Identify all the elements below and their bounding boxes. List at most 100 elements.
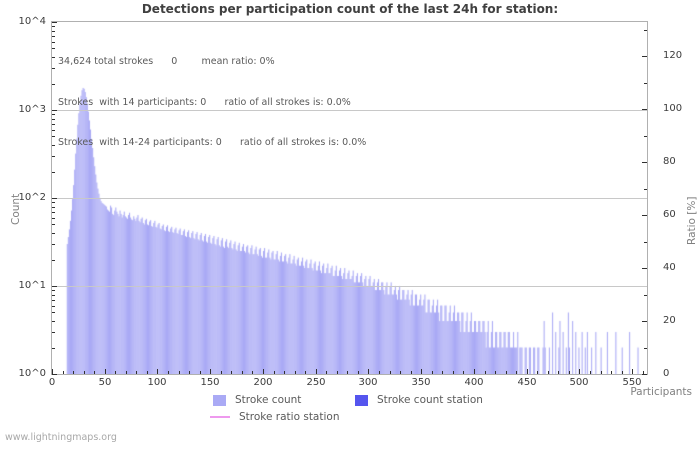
- y2-tick-minor: [644, 242, 647, 243]
- x-tick-minor: [379, 371, 380, 374]
- x-tick-minor: [558, 371, 559, 374]
- annotation-line-total: 34,624 total strokes 0 mean ratio: 0%: [58, 56, 275, 67]
- x-tick-minor: [73, 371, 74, 374]
- y-tick-minor: [52, 233, 55, 234]
- x-tick-minor: [442, 371, 443, 374]
- x-tick-minor: [453, 371, 454, 374]
- legend-row-2: Stroke ratio station: [0, 409, 700, 425]
- legend-row-1: Stroke count Stroke count station: [0, 392, 700, 408]
- y2-tick-minor: [644, 295, 647, 296]
- y-tick-minor: [52, 124, 55, 125]
- gridline-y: [52, 286, 647, 287]
- x-tick-minor: [601, 371, 602, 374]
- y-tick-label: 10^2: [18, 192, 46, 203]
- y-tick-minor: [52, 260, 55, 261]
- y-tick-minor: [52, 156, 55, 157]
- y-tick-minor: [52, 224, 55, 225]
- x-tick-minor: [242, 371, 243, 374]
- x-tick-minor: [516, 371, 517, 374]
- x-tick-label: 450: [517, 377, 537, 388]
- legend-item-stroke-count-station[interactable]: Stroke count station: [355, 392, 483, 408]
- y2-tick-major: [642, 162, 647, 163]
- legend-label-stroke-count-station: Stroke count station: [377, 394, 483, 406]
- y-tick-minor: [52, 295, 55, 296]
- legend-item-stroke-count[interactable]: Stroke count: [213, 392, 301, 408]
- legend-item-stroke-ratio-station[interactable]: Stroke ratio station: [210, 409, 339, 425]
- chart-legend: Stroke count Stroke count station Stroke…: [0, 392, 700, 428]
- legend-swatch-stroke-count: [213, 394, 226, 406]
- y2-tick-label: 120: [663, 50, 683, 61]
- y2-tick-minor: [644, 83, 647, 84]
- gridline-y: [52, 110, 647, 111]
- y-tick-major: [52, 286, 57, 287]
- y2-tick-label: 0: [663, 368, 670, 379]
- x-tick-label: 100: [147, 377, 167, 388]
- x-tick-minor: [390, 371, 391, 374]
- x-tick-label: 200: [253, 377, 273, 388]
- x-tick-minor: [84, 371, 85, 374]
- y2-tick-major: [642, 109, 647, 110]
- x-tick-major: [368, 369, 369, 374]
- y-tick-minor: [52, 306, 55, 307]
- y2-tick-major: [642, 56, 647, 57]
- x-tick-minor: [590, 371, 591, 374]
- x-tick-minor: [548, 371, 549, 374]
- x-tick-minor: [411, 371, 412, 374]
- x-tick-label: 50: [98, 377, 112, 388]
- x-tick-minor: [337, 371, 338, 374]
- y-tick-minor: [52, 48, 55, 49]
- y-tick-minor: [52, 202, 55, 203]
- x-tick-minor: [485, 371, 486, 374]
- y-tick-minor: [52, 290, 55, 291]
- x-tick-minor: [274, 371, 275, 374]
- x-tick-minor: [200, 371, 201, 374]
- y2-tick-major: [642, 321, 647, 322]
- y2-tick-label: 40: [663, 262, 676, 273]
- x-tick-minor: [347, 371, 348, 374]
- x-tick-minor: [147, 371, 148, 374]
- x-tick-label: 500: [569, 377, 589, 388]
- x-tick-minor: [63, 371, 64, 374]
- y-tick-minor: [52, 212, 55, 213]
- y-tick-label: 10^1: [18, 280, 46, 291]
- x-tick-minor: [400, 371, 401, 374]
- y2-tick-major: [642, 268, 647, 269]
- y2-tick-minor: [644, 189, 647, 190]
- y-tick-minor: [52, 26, 55, 27]
- x-tick-minor: [231, 371, 232, 374]
- annotation-line-participants-range: Strokes with 14-24 participants: 0 ratio…: [58, 137, 367, 148]
- x-tick-minor: [326, 371, 327, 374]
- y2-tick-label: 60: [663, 209, 676, 220]
- x-tick-minor: [506, 371, 507, 374]
- x-tick-minor: [569, 371, 570, 374]
- y-tick-minor: [52, 130, 55, 131]
- x-tick-minor: [305, 371, 306, 374]
- x-tick-major: [474, 369, 475, 374]
- x-tick-minor: [432, 371, 433, 374]
- x-tick-minor: [115, 371, 116, 374]
- y2-tick-label: 80: [663, 156, 676, 167]
- y-tick-minor: [52, 244, 55, 245]
- annotation-block: 34,624 total strokes 0 mean ratio: 0% St…: [58, 28, 366, 177]
- x-tick-major: [52, 369, 53, 374]
- x-tick-minor: [358, 371, 359, 374]
- y-tick-minor: [52, 136, 55, 137]
- plot-area: [51, 21, 648, 375]
- x-tick-major: [105, 369, 106, 374]
- y-tick-minor: [52, 145, 55, 146]
- y-tick-minor: [52, 68, 55, 69]
- footer-watermark: www.lightningmaps.org: [5, 432, 117, 443]
- y-tick-label: 10^3: [18, 104, 46, 115]
- x-tick-minor: [179, 371, 180, 374]
- x-tick-minor: [126, 371, 127, 374]
- y-tick-minor: [52, 42, 55, 43]
- y-tick-minor: [52, 207, 55, 208]
- x-tick-minor: [622, 371, 623, 374]
- y-tick-minor: [52, 84, 55, 85]
- y2-tick-label: 100: [663, 103, 683, 114]
- y-tick-minor: [52, 332, 55, 333]
- x-tick-label: 400: [464, 377, 484, 388]
- y-tick-minor: [52, 321, 55, 322]
- y2-tick-major: [642, 215, 647, 216]
- legend-swatch-stroke-ratio-station: [210, 416, 230, 418]
